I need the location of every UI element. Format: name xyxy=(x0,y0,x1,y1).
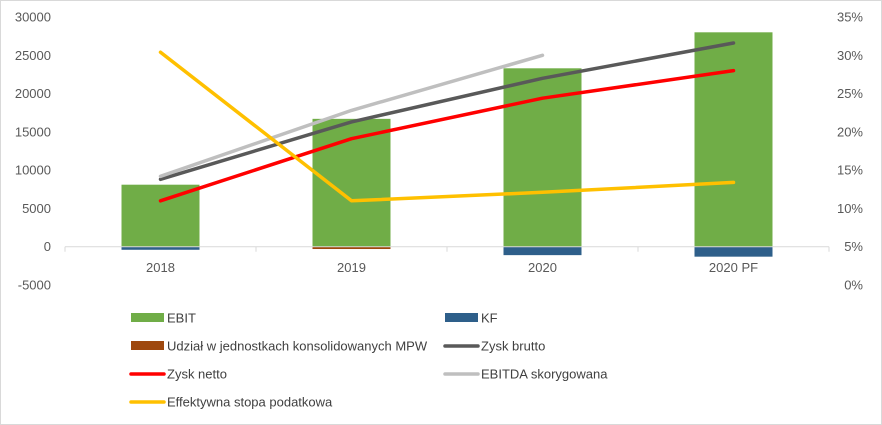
right-axis-tick-label: 5% xyxy=(844,239,863,254)
left-axis-tick-label: 0 xyxy=(44,239,51,254)
right-axis-tick-label: 0% xyxy=(844,278,863,293)
legend-label: KF xyxy=(481,311,498,326)
category-label-2018: 2018 xyxy=(146,260,175,275)
category-axis: 2018 2019 2020 2020 PF xyxy=(146,260,758,275)
legend-swatch xyxy=(131,341,164,350)
category-label-2020: 2020 xyxy=(528,260,557,275)
line-zysk-netto xyxy=(158,68,736,203)
right-axis-tick-label: 30% xyxy=(837,48,863,63)
legend-item-udzial-w-jednostkach-konsolidowanych-mpw: Udział w jednostkach konsolidowanych MPW xyxy=(131,339,428,354)
legend-item-zysk-brutto: Zysk brutto xyxy=(443,339,545,354)
category-label-2019: 2019 xyxy=(337,260,366,275)
right-axis-tick-label: 35% xyxy=(837,10,863,25)
bars-layer xyxy=(121,32,773,257)
legend-label: EBIT xyxy=(167,311,196,326)
bar-ebit-2020-pf xyxy=(694,32,773,247)
left-axis-tick-label: 15000 xyxy=(15,124,51,139)
bar-udzial-w-jednostkach-konsolidowanych-mpw-2019 xyxy=(312,246,391,250)
left-axis-tick-label: 30000 xyxy=(15,10,51,25)
right-axis-tick-label: 10% xyxy=(837,201,863,216)
legend-item-ebit: EBIT xyxy=(131,311,196,326)
left-axis-tick-label: 20000 xyxy=(15,86,51,101)
legend: EBIT KF Udział w jednostkach konsolidowany… xyxy=(129,311,608,410)
line-effektywna-stopa-podatkowa xyxy=(158,50,736,203)
bar-ebit-2018 xyxy=(121,184,200,247)
legend-label: Effektywna stopa podatkowa xyxy=(167,395,333,410)
legend-item-effektywna-stopa-podatkowa: Effektywna stopa podatkowa xyxy=(129,395,333,410)
legend-label: Udział w jednostkach konsolidowanych MPW xyxy=(167,339,428,354)
legend-item-ebitda-skorygowana: EBITDA skorygowana xyxy=(443,367,608,382)
category-label-2020-pf: 2020 PF xyxy=(709,260,758,275)
legend-swatch xyxy=(131,313,164,322)
left-axis: -5000 0 5000 10000 15000 20000 25000 30000 xyxy=(15,10,51,293)
bar-kf-2020 xyxy=(503,246,582,256)
right-axis-tick-label: 25% xyxy=(837,86,863,101)
left-axis-tick-label: -5000 xyxy=(18,278,51,293)
legend-label: Zysk netto xyxy=(167,367,227,382)
right-axis: 0% 5% 10% 15% 20% 25% 30% 35% xyxy=(837,10,863,293)
left-axis-tick-label: 25000 xyxy=(15,48,51,63)
left-axis-tick-label: 5000 xyxy=(22,201,51,216)
line-zysk-brutto xyxy=(158,41,736,182)
bar-kf-2018 xyxy=(121,246,200,250)
zero-axis-layer xyxy=(64,246,830,252)
legend-item-zysk-netto: Zysk netto xyxy=(129,367,227,382)
legend-label: EBITDA skorygowana xyxy=(481,367,608,382)
bar-kf-2020-pf xyxy=(694,246,773,257)
legend-label: Zysk brutto xyxy=(481,339,545,354)
legend-item-kf: KF xyxy=(445,311,498,326)
right-axis-tick-label: 20% xyxy=(837,124,863,139)
line-ebitda-skorygowana xyxy=(158,53,545,179)
lines-layer xyxy=(158,41,736,203)
legend-swatch xyxy=(445,313,478,322)
left-axis-tick-label: 10000 xyxy=(15,163,51,178)
right-axis-tick-label: 15% xyxy=(837,163,863,178)
